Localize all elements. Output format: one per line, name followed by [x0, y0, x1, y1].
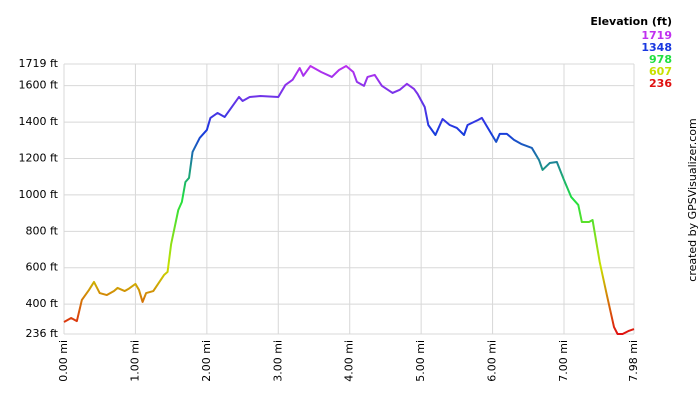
y-tick-label: 236 ft: [26, 327, 59, 340]
y-tick-label: 1200 ft: [19, 151, 59, 164]
legend-entry: 1348: [641, 41, 672, 54]
y-tick-label: 400 ft: [26, 297, 59, 310]
x-tick-label: 1.00 mi: [128, 340, 141, 382]
x-tick-label: 7.98 mi: [627, 340, 640, 382]
y-tick-label: 600 ft: [26, 261, 59, 274]
legend-entry: 607: [649, 65, 672, 78]
y-tick-label: 1000 ft: [19, 188, 59, 201]
x-tick-label: 4.00 mi: [343, 340, 356, 382]
x-tick-label: 0.00 mi: [57, 340, 70, 382]
x-tick-label: 6.00 mi: [486, 340, 499, 382]
x-tick-label: 2.00 mi: [200, 340, 213, 382]
y-tick-label: 800 ft: [26, 224, 59, 237]
elevation-line: [63, 65, 635, 335]
credit: created by GPSVisualizer.com: [686, 118, 699, 281]
x-tick-label: 5.00 mi: [414, 340, 427, 382]
legend-entry: 236: [649, 77, 672, 90]
x-tick-label: 3.00 mi: [271, 340, 284, 382]
legend-entry: 1719: [641, 29, 672, 42]
legend-entry: 978: [649, 53, 672, 66]
x-tick-label: 7.00 mi: [557, 340, 570, 382]
legend-title: Elevation (ft): [590, 15, 672, 28]
y-tick-label: 1719 ft: [19, 57, 59, 70]
y-tick-label: 1600 ft: [19, 79, 59, 92]
y-tick-label: 1400 ft: [19, 115, 59, 128]
